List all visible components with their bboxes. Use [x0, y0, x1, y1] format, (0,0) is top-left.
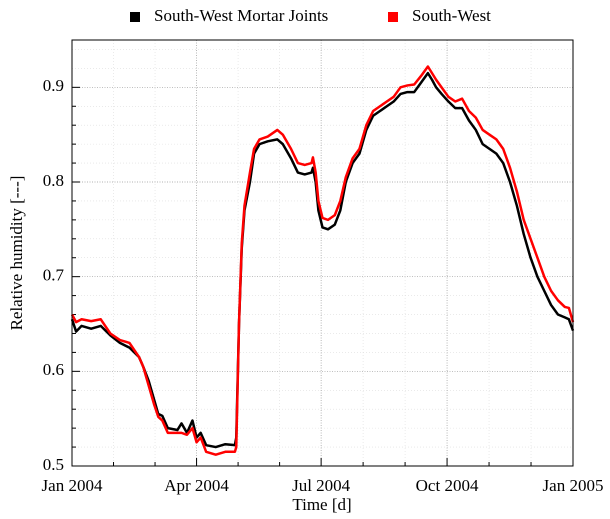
x-tick-label: Oct 2004 [416, 476, 479, 495]
y-tick-label: 0.7 [43, 266, 65, 285]
plot-frame [71, 39, 574, 467]
legend-swatch [388, 12, 398, 22]
y-tick-label: 0.6 [43, 360, 64, 379]
y-tick-label: 0.5 [43, 455, 64, 474]
y-axis-label: Relative humidity [---] [7, 176, 26, 331]
series-line [70, 65, 575, 456]
x-tick-label: Jan 2005 [543, 476, 604, 495]
series-line [70, 71, 575, 449]
legend-label: South-West [412, 6, 491, 25]
x-axis-label: Time [d] [292, 495, 351, 514]
x-tick-label: Jan 2004 [42, 476, 103, 495]
x-tick-label: Apr 2004 [164, 476, 229, 495]
x-tick-label: Jul 2004 [292, 476, 351, 495]
y-tick-label: 0.8 [43, 171, 64, 190]
legend-swatch [130, 12, 140, 22]
legend-label: South-West Mortar Joints [154, 6, 328, 25]
y-tick-label: 0.9 [43, 76, 64, 95]
